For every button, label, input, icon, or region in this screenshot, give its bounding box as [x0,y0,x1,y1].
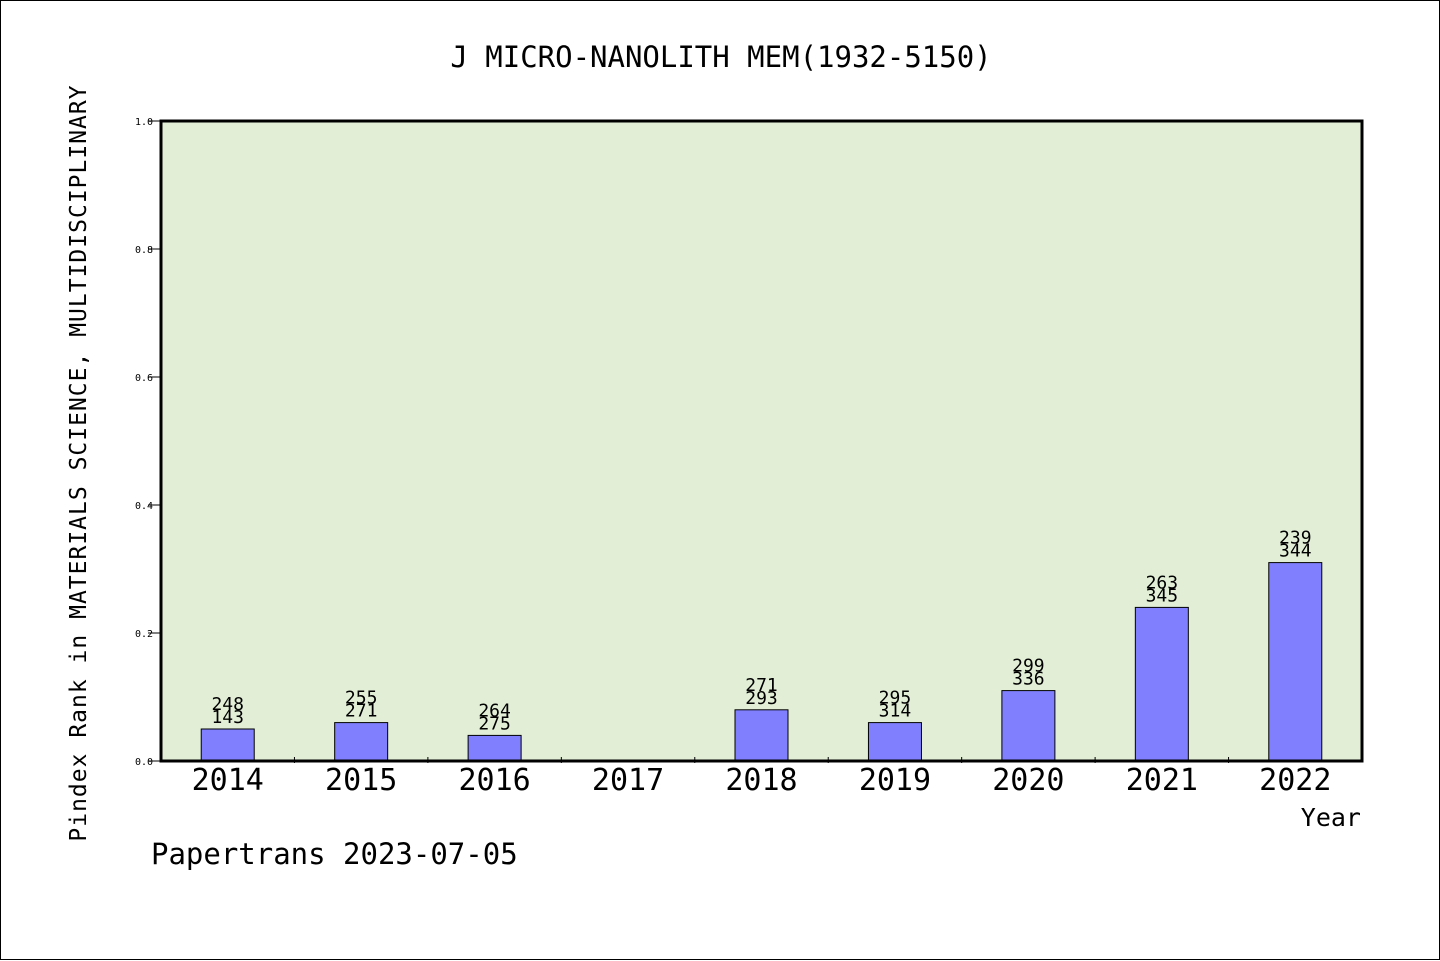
y-axis-ticks: 0.0 0.2 0.4 0.6 0.8 1.0 [135,117,161,768]
bar-label-bottom: 293 [745,688,778,709]
x-tick-label: 2014 [192,763,264,798]
y-tick-label: 0.0 [135,757,153,768]
bar-label-top: 248 [211,694,244,715]
bar-2016 [467,734,522,762]
bar-2022 [1268,562,1323,762]
x-tick-label: 2021 [1126,763,1198,798]
credit-text: Papertrans 2023-07-05 [151,837,518,871]
bar-label-top: 271 [745,675,778,696]
chart-title: J MICRO-NANOLITH MEM(1932-5150) [450,40,991,74]
bar-label-bottom: 271 [345,701,378,722]
bar-2021 [1134,606,1189,762]
bar-2019 [867,722,922,762]
bar-2014 [200,728,255,762]
x-tick-label: 2016 [458,763,530,798]
bar-label-top: 299 [1012,656,1045,677]
bar-label-bottom: 275 [478,713,511,734]
x-tick-label: 2018 [725,763,797,798]
x-tick-label: 2022 [1259,763,1331,798]
bar-label-top: 255 [345,688,378,709]
plot-border [159,119,1364,763]
bar-2018 [734,709,789,762]
y-axis-label: Pindex Rank in MATERIALS SCIENCE, MULTID… [66,84,92,841]
bar-label-bottom: 314 [879,701,912,722]
bar-label-bottom: 344 [1279,541,1312,562]
y-tick-label: 0.2 [135,629,153,640]
bar-group [200,562,1323,762]
x-tick-label: 2020 [992,763,1064,798]
bar-label-top: 239 [1279,528,1312,549]
x-axis-ticks: 2014 2015 2016 2017 2018 2019 2020 2021 2022 [192,757,1331,798]
x-tick-label: 2015 [325,763,397,798]
x-axis-label: Year [1301,803,1361,832]
x-tick-label: 2017 [592,763,664,798]
y-tick-label: 0.6 [135,373,153,384]
y-tick-label: 0.8 [135,245,153,256]
bar-label-top: 264 [478,700,511,721]
bar-label-bottom: 336 [1012,669,1045,690]
bar-label-bottom: 345 [1146,585,1179,606]
bar-label-top: 295 [879,688,912,709]
bar-2020 [1001,690,1056,762]
y-tick-label: 1.0 [135,117,153,128]
bar-label-top: 263 [1146,572,1179,593]
bar-label-bottom: 143 [211,707,244,728]
x-tick-label: 2019 [859,763,931,798]
y-tick-label: 0.4 [135,501,153,512]
bar-2015 [334,722,389,762]
